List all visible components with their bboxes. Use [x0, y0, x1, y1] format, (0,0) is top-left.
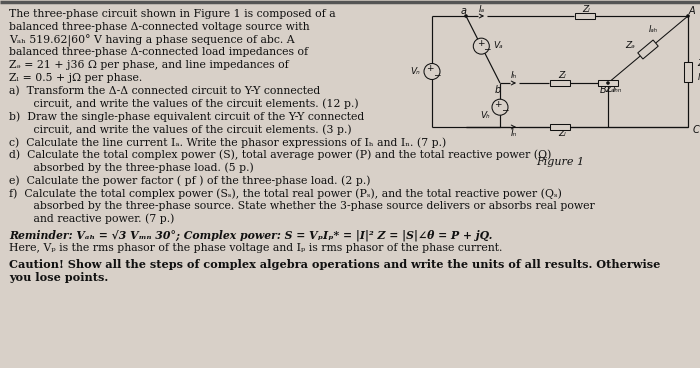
Text: Zₗ: Zₗ: [558, 130, 566, 138]
Text: Caution! Show all the steps of complex algebra operations and write the units of: Caution! Show all the steps of complex a…: [9, 259, 660, 270]
Text: Iₙ: Iₙ: [511, 130, 517, 138]
Text: Iₐₕ: Iₐₕ: [648, 25, 657, 35]
Circle shape: [686, 14, 690, 18]
Text: Zₗ: Zₗ: [558, 71, 566, 81]
Bar: [550, 80, 570, 86]
Text: a: a: [461, 6, 467, 16]
Text: B: B: [600, 85, 606, 95]
Text: f)  Calculate the total complex power (Sₛ), the total real power (Pₛ), and the t: f) Calculate the total complex power (Sₛ…: [9, 188, 562, 199]
Text: and reactive power. (7 p.): and reactive power. (7 p.): [9, 214, 174, 224]
Text: b)  Draw the single-phase equivalent circuit of the Y-Y connected: b) Draw the single-phase equivalent circ…: [9, 112, 364, 122]
Text: e)  Calculate the power factor ( pf ) of the three-phase load. (2 p.): e) Calculate the power factor ( pf ) of …: [9, 176, 370, 186]
Text: Zₗ = 0.5 + jΩ per phase.: Zₗ = 0.5 + jΩ per phase.: [9, 73, 142, 83]
Circle shape: [464, 14, 468, 18]
Bar: [575, 13, 594, 19]
Circle shape: [473, 38, 489, 54]
Text: absorbed by the three-phase load. (5 p.): absorbed by the three-phase load. (5 p.): [9, 163, 253, 173]
Bar: [550, 124, 570, 130]
Text: −: −: [482, 45, 490, 54]
Text: absorbed by the three-phase source. State whether the 3-phase source delivers or: absorbed by the three-phase source. Stat…: [9, 201, 595, 211]
Text: Reminder: Vₐₕ = √3 Vₘₙ 30°; Complex power: S = VₚIₚ* = |I|² Z = |S|∠θ = P + jQ.: Reminder: Vₐₕ = √3 Vₘₙ 30°; Complex powe…: [9, 230, 492, 241]
Polygon shape: [684, 61, 692, 81]
Text: Iₙₐ: Iₙₐ: [697, 73, 700, 82]
Circle shape: [492, 99, 508, 115]
Text: Figure 1: Figure 1: [536, 157, 584, 167]
Text: Zₔ: Zₔ: [697, 59, 700, 68]
Text: d)  Calculate the total complex power (S), total average power (P) and the total: d) Calculate the total complex power (S)…: [9, 150, 552, 160]
Text: −: −: [501, 106, 509, 115]
Circle shape: [424, 64, 440, 79]
Circle shape: [606, 81, 610, 85]
Text: Here, Vₚ is the rms phasor of the phase voltage and Iₚ is rms phasor of the phas: Here, Vₚ is the rms phasor of the phase …: [9, 243, 503, 254]
Text: +: +: [494, 100, 502, 109]
Text: Vₐ: Vₐ: [494, 40, 503, 50]
Text: C: C: [693, 125, 700, 135]
Text: +: +: [426, 64, 434, 73]
Text: balanced three-phase Δ-connected load impedances of: balanced three-phase Δ-connected load im…: [9, 47, 308, 57]
Text: circuit, and write the values of the circuit elements. (3 p.): circuit, and write the values of the cir…: [9, 124, 351, 135]
Bar: [598, 80, 618, 86]
Text: b: b: [495, 85, 501, 95]
Text: +: +: [477, 39, 485, 47]
Text: you lose points.: you lose points.: [9, 272, 108, 283]
Text: a)  Transform the Δ-Δ connected circuit to Y-Y connected: a) Transform the Δ-Δ connected circuit t…: [9, 86, 321, 96]
Text: Vₙ: Vₙ: [410, 67, 420, 76]
Text: A: A: [689, 6, 695, 16]
Text: Vₕ: Vₕ: [480, 111, 490, 120]
Text: −: −: [433, 70, 441, 79]
Text: c)  Calculate the line current Iₐ. Write the phasor expressions of Iₕ and Iₙ. (7: c) Calculate the line current Iₐ. Write …: [9, 137, 447, 148]
Text: Zₔ: Zₔ: [625, 41, 635, 50]
Text: Zₔ: Zₔ: [605, 85, 615, 95]
Text: The three-phase circuit shown in Figure 1 is composed of a: The three-phase circuit shown in Figure …: [9, 9, 335, 19]
Text: Iₐ: Iₐ: [479, 4, 485, 14]
Text: circuit, and write the values of the circuit elements. (12 p.): circuit, and write the values of the cir…: [9, 99, 358, 109]
Text: balanced three-phase Δ-connected voltage source with: balanced three-phase Δ-connected voltage…: [9, 22, 309, 32]
Text: Vₐₕ 519.62|60° V having a phase sequence of abc. A: Vₐₕ 519.62|60° V having a phase sequence…: [9, 35, 295, 47]
Text: Iₕ: Iₕ: [511, 71, 517, 81]
Text: Iₕₙ: Iₕₙ: [613, 85, 622, 95]
Text: Zₔ = 21 + j36 Ω per phase, and line impedances of: Zₔ = 21 + j36 Ω per phase, and line impe…: [9, 60, 288, 70]
Text: Zₗ: Zₗ: [582, 4, 590, 14]
Polygon shape: [638, 40, 658, 59]
